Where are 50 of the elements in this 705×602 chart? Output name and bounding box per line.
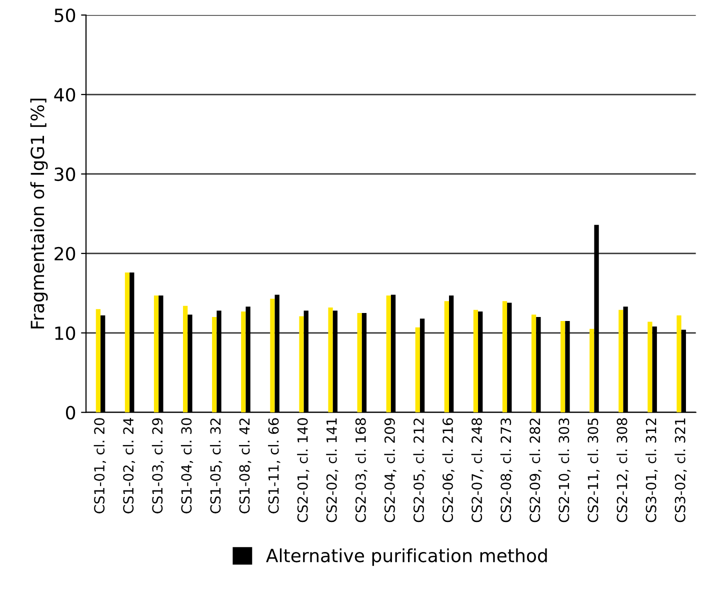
- x-tick-label: CS3-01, cl. 312: [646, 418, 658, 522]
- x-tick-label: CS1-05, cl. 32: [210, 418, 222, 514]
- bar: [357, 313, 362, 412]
- bar: [241, 311, 246, 412]
- x-tick-label: CS1-01, cl. 20: [94, 418, 106, 514]
- bar: [618, 310, 624, 412]
- legend-label: Alternative purification method: [266, 548, 547, 566]
- x-tick-label: CS2-12, cl. 308: [616, 418, 629, 522]
- y-tick-label: 20: [54, 246, 76, 261]
- y-axis-title: Fragmentaion of IgG1 [%]: [30, 98, 48, 328]
- x-tick-label: CS1-03, cl. 29: [152, 418, 164, 514]
- x-tick-label: CS1-08, cl. 42: [239, 418, 252, 514]
- x-tick-label: CS2-11, cl. 305: [587, 418, 600, 522]
- y-tick-label: 40: [54, 88, 76, 102]
- bar: [96, 309, 101, 412]
- bar: [183, 306, 188, 412]
- y-tick-label: 10: [55, 326, 76, 340]
- bar: [676, 315, 682, 412]
- x-tick-label: CS2-02, cl. 141: [326, 418, 338, 522]
- bar: [386, 296, 391, 412]
- x-tick-label: CS2-08, cl. 273: [500, 418, 513, 522]
- y-tick-label: 50: [54, 8, 76, 22]
- bar: [270, 298, 275, 412]
- bar: [444, 301, 449, 412]
- x-tick-label: CS2-09, cl. 282: [529, 418, 542, 522]
- bar: [648, 322, 652, 412]
- x-tick-label: CS2-04, cl. 209: [384, 418, 396, 522]
- x-tick-label: CS2-01, cl. 140: [297, 418, 310, 522]
- x-tick-label: CS2-07, cl. 248: [471, 418, 484, 522]
- bar: [415, 327, 420, 412]
- y-tick-label: 30: [54, 167, 76, 182]
- y-tick-label: 0: [66, 406, 76, 420]
- bar: [124, 272, 130, 412]
- x-tick-label: CS1-04, cl. 30: [180, 418, 194, 514]
- bar: [299, 316, 304, 412]
- bar: [212, 317, 217, 412]
- x-tick-label: CS1-02, cl. 24: [122, 418, 136, 514]
- x-tick-label: CS2-10, cl. 303: [558, 418, 571, 522]
- bar: [473, 310, 478, 412]
- x-tick-label: CS2-03, cl. 168: [355, 418, 368, 522]
- bar: [560, 320, 566, 412]
- bar: [590, 328, 594, 412]
- bar: [502, 301, 508, 412]
- bar: [328, 307, 333, 412]
- bar: [154, 296, 159, 412]
- x-tick-label: CS3-02, cl. 321: [674, 418, 687, 522]
- x-tick-label: CS1-11, cl. 66: [268, 418, 280, 514]
- x-tick-label: CS2-06, cl. 216: [442, 418, 454, 522]
- x-tick-label: CS2-05, cl. 212: [413, 418, 426, 522]
- bar: [531, 314, 536, 412]
